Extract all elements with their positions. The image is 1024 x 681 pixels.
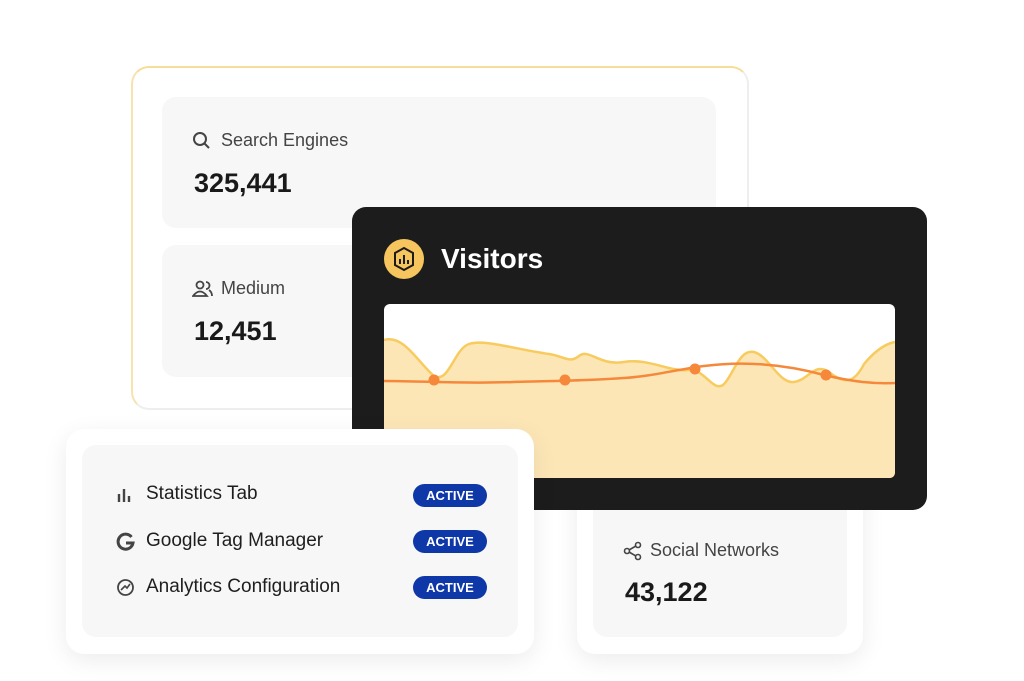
integration-name: Analytics Configuration <box>146 576 341 597</box>
medium-panel <box>162 245 382 377</box>
status-badge: ACTIVE <box>413 484 487 507</box>
visitors-icon <box>384 239 424 279</box>
search-icon <box>193 132 210 149</box>
card-label: Search Engines <box>221 130 349 150</box>
integration-name: Statistics Tab <box>146 483 258 504</box>
search-panel <box>162 97 716 228</box>
users-icon <box>192 280 213 297</box>
card-label: Medium <box>221 278 286 298</box>
status-badge: ACTIVE <box>413 576 487 599</box>
status-badge: ACTIVE <box>413 530 487 553</box>
card-value: 12,451 <box>194 316 277 346</box>
share-icon <box>623 541 642 561</box>
visitors-title: Visitors <box>441 243 544 274</box>
integration-name: Google Tag Manager <box>146 530 324 551</box>
google-icon <box>116 532 135 551</box>
card-value: 43,122 <box>625 577 708 607</box>
card-value: 325,441 <box>194 168 292 198</box>
card-label: Social Networks <box>650 540 780 560</box>
analytics-icon <box>117 579 134 596</box>
stats-icon <box>117 489 131 502</box>
